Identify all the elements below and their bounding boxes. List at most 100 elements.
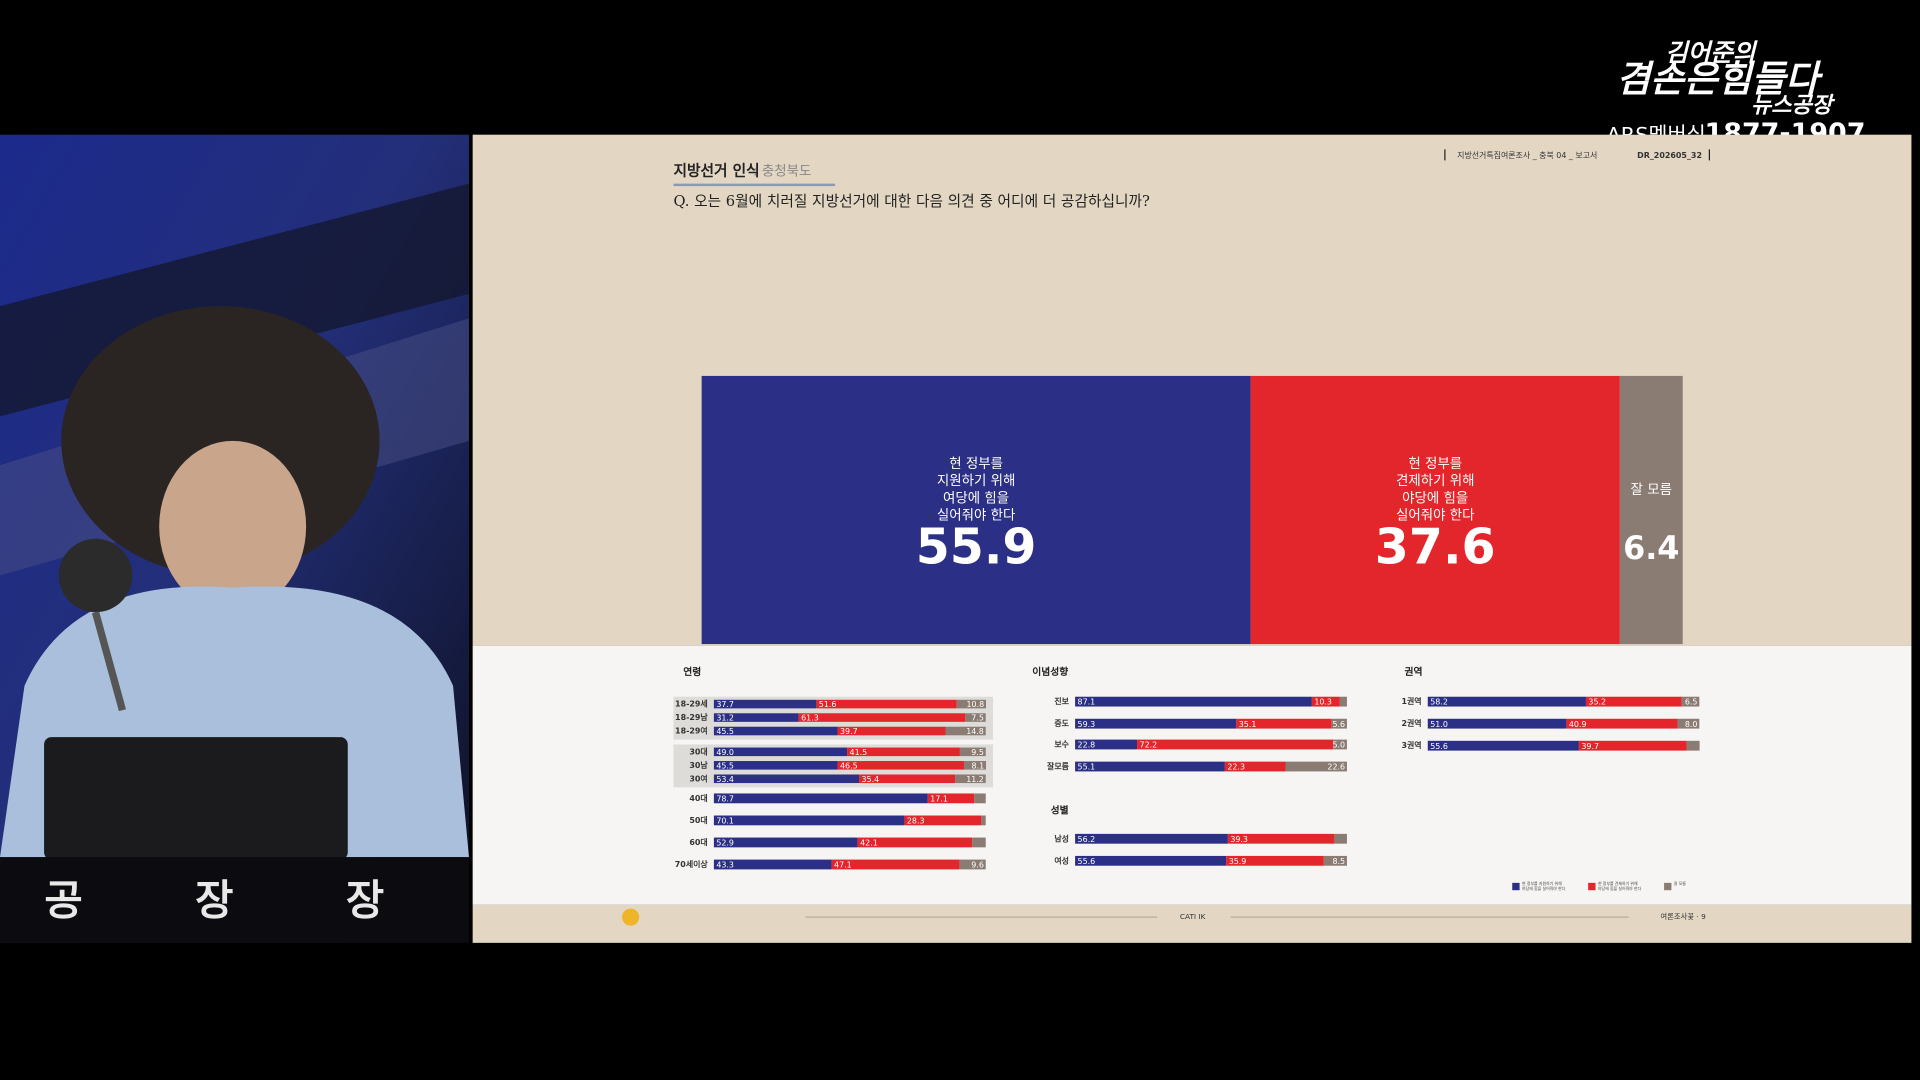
mic-stand — [91, 611, 126, 712]
logo-text: 김어준의 — [1665, 38, 1758, 67]
value-label: 55.9 — [916, 518, 1037, 575]
category-label: 여성 — [1054, 855, 1069, 865]
bar-segment — [1677, 718, 1700, 729]
bar-segment — [1585, 696, 1682, 707]
bar-segment — [713, 774, 860, 784]
category-label: 1권역 — [1401, 696, 1421, 706]
section-region: : 충청북도 — [753, 163, 811, 179]
value-label: 49.0 — [716, 748, 734, 757]
value-label: 55.6 — [1078, 857, 1096, 866]
value-label: 53.4 — [716, 775, 734, 784]
value-label: 51.6 — [819, 700, 837, 709]
bar-segment — [816, 699, 957, 709]
category-label: 중도 — [1054, 719, 1069, 728]
bar-segment — [945, 726, 986, 736]
bar-segment — [1285, 761, 1347, 772]
value-label: 43.3 — [716, 861, 734, 870]
bar-segment — [837, 761, 964, 770]
value-label: 8.5 — [1332, 857, 1345, 866]
value-label: 7.5 — [971, 714, 984, 723]
bar-segment — [713, 747, 848, 757]
bar-segment — [1333, 739, 1347, 750]
bar-segment — [713, 837, 858, 848]
bar-segment — [713, 815, 905, 826]
category-label: 남성 — [1054, 833, 1069, 843]
category-label: 잘모름 — [1047, 761, 1070, 771]
bar-segment — [701, 375, 1251, 645]
category-label: 18-29세 — [675, 699, 708, 709]
value-label: 52.9 — [716, 839, 734, 848]
bar-segment — [1250, 375, 1620, 645]
value-label: 70.1 — [716, 817, 734, 826]
bar-segment — [857, 837, 973, 848]
bar-segment — [859, 774, 956, 784]
value-label: 37.6 — [1375, 518, 1496, 575]
footer-org: 여론조사꽃 · 9 — [1660, 912, 1706, 921]
value-label: 58.2 — [1430, 698, 1448, 707]
value-label: 39.7 — [840, 727, 858, 736]
value-label: 51.0 — [1430, 720, 1448, 729]
bar-segment — [1339, 696, 1347, 707]
bar-segment — [713, 699, 817, 709]
value-label: 35.4 — [861, 775, 879, 784]
segment-name: 잘 모름 — [1631, 482, 1672, 498]
bar-segment — [1578, 740, 1687, 751]
bar-segment — [1686, 740, 1700, 751]
bar-segment — [1075, 761, 1225, 772]
value-label: 35.9 — [1229, 857, 1247, 866]
bar-segment — [1566, 718, 1678, 729]
bar-segment — [1427, 740, 1579, 751]
value-label: 46.5 — [840, 761, 858, 770]
doc-id: DR_202605_32 — [1637, 151, 1702, 160]
value-label: 9.5 — [971, 748, 984, 757]
chart-title: 이념성향 — [1032, 665, 1068, 678]
chart-title: 권역 — [1404, 665, 1422, 678]
bar-segment — [713, 713, 799, 722]
bar-segment — [847, 747, 960, 757]
bar-segment — [963, 761, 986, 770]
bar-segment — [972, 837, 986, 848]
slide-footer — [472, 904, 1912, 943]
value-label: 39.7 — [1581, 742, 1599, 751]
question: Q. 오는 6월에 치러질 지방선거에 대한 다음 의견 중 어디에 더 공감하… — [673, 193, 1150, 210]
legend-label: 현 정부를 견제하기 위해 야당에 힘을 실어줘야 한다 — [1598, 881, 1642, 891]
category-label: 50대 — [689, 815, 707, 825]
bar-segment — [974, 793, 986, 804]
value-label: 39.3 — [1230, 835, 1248, 844]
report-ref: 지방선거특집여론조사 _ 충북 04 _ 보고서 — [1457, 150, 1597, 160]
bar-segment — [1334, 833, 1347, 844]
bar-segment — [1226, 855, 1324, 866]
laptop — [44, 737, 348, 860]
category-label: 30대 — [689, 746, 707, 756]
section-title: 지방선거 인식 — [673, 161, 759, 179]
category-label: 18-29여 — [675, 726, 708, 736]
bar-segment — [1224, 761, 1286, 772]
value-label: 22.8 — [1078, 741, 1096, 750]
value-label: 10.8 — [966, 700, 984, 709]
value-label: 35.2 — [1588, 698, 1606, 707]
value-label: 11.2 — [966, 775, 984, 784]
bar-segment — [1311, 696, 1340, 707]
value-label: 78.7 — [716, 794, 734, 803]
bar-segment — [713, 726, 838, 736]
studio-feed: 공 장 장 — [0, 134, 469, 943]
value-label: 41.5 — [850, 748, 868, 757]
bar-segment — [955, 774, 986, 784]
segment-name: 현 정부를 지원하기 위해 여당에 힘을 실어줘야 한다 — [937, 456, 1016, 523]
category-label: 18-29남 — [675, 712, 708, 722]
value-label: 42.1 — [860, 839, 878, 848]
value-label: 8.1 — [972, 761, 985, 770]
category-label: 30여 — [689, 773, 707, 783]
logo-text: 겸손은힘들다 — [1616, 57, 1823, 100]
bar-segment — [713, 761, 838, 770]
value-label: 31.2 — [716, 714, 734, 723]
bar-segment — [798, 713, 966, 722]
value-label: 37.7 — [716, 700, 734, 709]
legend-label: 현 정부를 지원하기 위해 여당에 힘을 실어줘야 한다 — [1522, 881, 1566, 891]
value-label: 5.0 — [1332, 741, 1345, 750]
bar-segment — [927, 793, 975, 804]
logo-text: 뉴스공장 — [1751, 94, 1836, 119]
value-label: 59.3 — [1078, 720, 1096, 729]
category-label: 40대 — [689, 793, 707, 803]
